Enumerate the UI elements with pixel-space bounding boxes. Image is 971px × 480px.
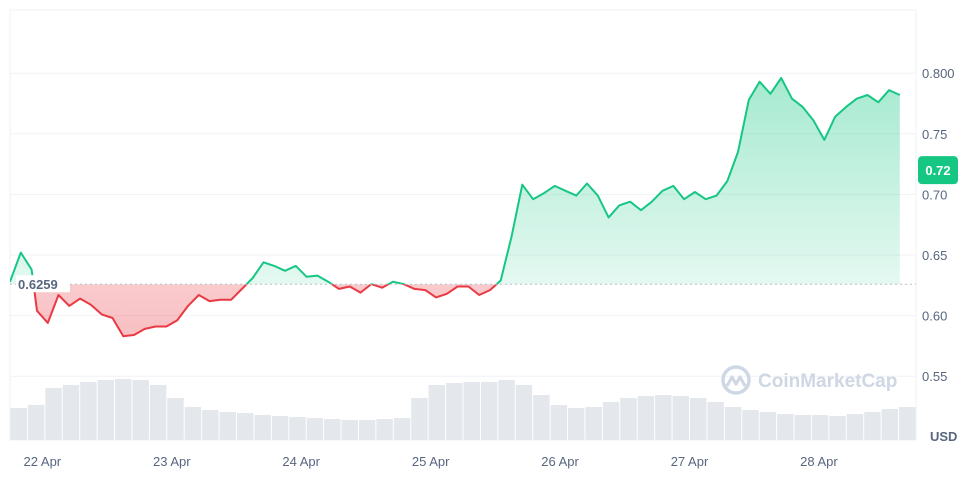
volume-bar [202,410,219,440]
volume-bar [829,416,846,440]
x-tick-label: 28 Apr [800,454,838,469]
price-line-below-baseline [32,284,499,338]
volume-bar [759,412,777,440]
volume-bar [219,412,236,440]
baseline-label: 0.6259 [16,275,70,293]
volume-bar [237,413,254,440]
volume-bar [864,412,881,440]
price-area [10,77,901,338]
baseline-label-text: 0.6259 [18,277,58,292]
volume-bar [167,398,184,440]
volume-bar [690,398,707,440]
volume-bar [10,408,27,440]
volume-bar [463,382,480,440]
y-tick-label: 0.70 [922,187,947,202]
volume-bar [637,396,655,440]
y-axis-unit: USD [930,429,957,444]
volume-bar [899,407,916,440]
volume-bar [533,395,550,440]
x-tick-label: 23 Apr [153,454,191,469]
volume-bar [254,415,271,440]
volume-bar [655,395,672,440]
volume-bar [376,419,393,440]
volume-bar [184,407,202,440]
volume-bar [672,396,689,440]
plot-frame [9,9,917,441]
volume-bar [846,414,864,440]
volume-bar [568,408,585,440]
volume-bar [149,385,167,440]
volume-bar [602,402,620,440]
volume-bar [724,407,742,440]
volume-bar [324,419,341,440]
current-price-text: 0.72 [925,163,950,178]
x-tick-label: 22 Apr [24,454,62,469]
y-tick-label: 0.800 [922,66,955,81]
area-fill-above-baseline [10,78,900,285]
volume-bar [498,380,515,440]
y-tick-label: 0.75 [922,127,947,142]
volume-bar [411,398,428,440]
volume-bar [480,382,498,440]
coinmarketcap-logo-icon [721,365,751,395]
current-price-badge-background [918,156,958,185]
volume-bar [115,379,132,440]
watermark: CoinMarketCap [721,365,897,395]
volume-bar [707,402,724,440]
current-price-badge: 0.72 [918,156,958,185]
volume-bar [62,385,80,440]
x-tick-label: 25 Apr [412,454,450,469]
volume-bar [80,382,97,440]
volume-bar [515,385,533,440]
x-tick-label: 27 Apr [671,454,709,469]
volume-bar [97,380,115,440]
volume-bars [10,379,916,440]
volume-bar [27,405,45,440]
y-tick-label: 0.55 [922,369,947,384]
volume-bar [446,383,463,440]
volume-bar [794,415,811,440]
volume-bar [881,409,899,440]
y-tick-label: 0.65 [922,248,947,263]
volume-bar [289,417,306,440]
y-tick-label: 0.60 [922,309,947,324]
volume-bar [271,416,289,440]
volume-bar [358,420,376,440]
volume-bar [428,385,446,440]
baseline-label-background [16,275,70,293]
watermark-text: CoinMarketCap [758,371,897,392]
x-axis: 22 Apr 23 Apr 24 Apr 25 Apr 26 Apr 27 Apr 28 A… [24,454,839,469]
volume-bar [45,388,62,440]
volume-bar [620,398,637,440]
volume-bar [742,410,759,440]
x-tick-label: 24 Apr [282,454,320,469]
y-axis: 0.55 0.60 0.65 0.70 0.75 0.800 [922,66,955,384]
area-fill-below-baseline [33,284,497,337]
volume-bar [550,405,568,440]
price-line-above-baseline [10,77,901,285]
volume-bar [777,414,794,440]
x-tick-label: 26 Apr [541,454,579,469]
volume-bar [132,380,149,440]
volume-bar [306,418,324,440]
volume-bar [341,420,358,440]
volume-bar [585,407,602,440]
volume-bar [393,418,411,440]
volume-bar [811,415,829,440]
